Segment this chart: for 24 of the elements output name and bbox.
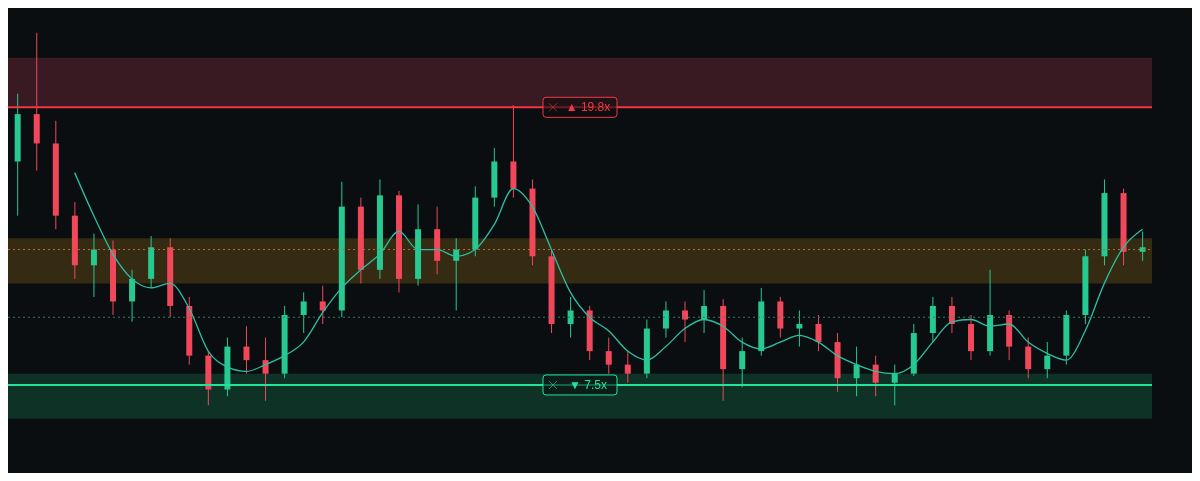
candlestick — [1025, 337, 1032, 379]
candlestick — [300, 291, 307, 334]
candlestick — [319, 285, 326, 325]
candlestick — [662, 300, 669, 339]
candlestick — [739, 337, 746, 388]
candlestick — [948, 296, 955, 334]
candlestick — [891, 364, 898, 406]
candlestick — [1139, 230, 1146, 262]
candlestick — [567, 296, 574, 339]
candlestick — [1044, 341, 1051, 379]
candlestick — [90, 233, 97, 298]
candlestick — [872, 355, 879, 397]
candlestick — [853, 346, 860, 397]
candlestick — [682, 300, 689, 343]
candlestick — [243, 325, 250, 375]
candlestick — [262, 337, 269, 402]
candlestick — [129, 269, 136, 323]
candlestick — [815, 314, 822, 352]
ref-line-label: ▼ 7.5x — [569, 377, 607, 392]
candlestick — [701, 289, 708, 334]
ref-line-label: ▲ 19.8x — [565, 100, 611, 115]
candlestick — [796, 309, 803, 348]
candlestick — [605, 337, 612, 375]
candlestick — [624, 350, 631, 384]
